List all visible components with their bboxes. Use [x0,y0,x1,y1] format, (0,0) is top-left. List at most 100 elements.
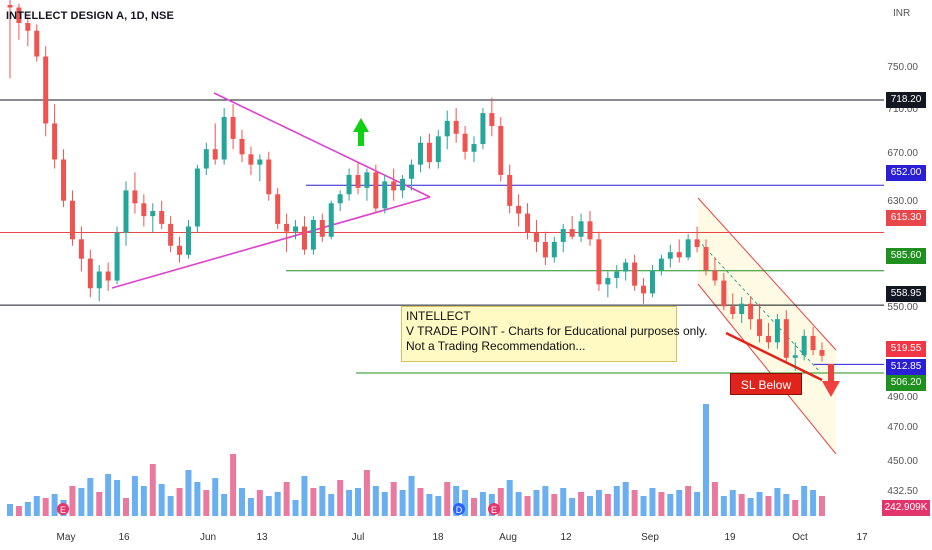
volume-bar [524,496,531,516]
candle-body [69,200,75,240]
candle-body [658,258,664,271]
candle-body [78,239,84,259]
volume-bar [51,494,58,516]
volume-bar [792,500,799,516]
candle-body [16,7,22,23]
volume-bar [131,476,138,516]
buy-arrow-icon [353,118,369,146]
candle-body [364,172,370,188]
volume-bar [292,500,299,516]
candle-body [703,247,709,271]
y-tick-label: 490.00 [887,392,918,403]
candle-body [257,159,263,165]
volume-bar [542,486,549,516]
volume-bar [203,490,210,516]
volume-bar [301,476,308,516]
candle-body [444,120,450,137]
candle-body [551,241,557,258]
candle-body [462,133,468,152]
candle-body [453,120,459,134]
y-tick-label: 470.00 [887,422,918,433]
candle-body [123,190,129,233]
trade-markers [353,118,840,397]
time-axis[interactable]: May 16 Jun 13 Jul 18 Aug 12 Sep 19 Oct 17 [57,532,868,543]
volume-bar [631,490,638,516]
volume-bar [622,482,629,516]
volume-bar [649,488,656,516]
candle-body [516,205,522,214]
volume-bar [515,492,522,516]
volume-bar [114,480,121,516]
candle-body [632,262,638,286]
candle-body [721,280,727,307]
candle-body [212,149,218,160]
candle-body [239,138,245,155]
volume-bar [479,492,486,516]
svg-text:D: D [456,505,463,515]
candle-body [587,221,593,240]
volume-bar [346,490,353,516]
price-tag-718.20: 718.20 [886,92,926,108]
x-tick-label: 13 [256,532,268,543]
candle-body [400,178,406,191]
candle-body [792,355,798,358]
candle-body [614,271,620,278]
volume-bar [355,488,361,516]
candle-body [774,319,780,343]
volume-bar [819,496,825,516]
svg-text:E: E [60,505,66,515]
volume-bar [221,494,228,516]
volume-bar [667,494,674,516]
candle-body [284,223,290,232]
volume-bar [265,496,272,516]
price-axis[interactable]: 750.00710.00670.00630.00590.00550.00490.… [887,62,918,497]
volume-bar [801,486,808,516]
candle-body [159,211,165,224]
candle-body [810,335,816,351]
volume-bar [176,488,183,516]
volume-bar [87,478,94,516]
volume-bar [569,498,576,516]
candle-body [43,56,49,124]
price-tag-585.60: 585.60 [886,248,926,264]
candle-body [748,303,754,320]
candle-body [310,220,316,250]
price-tag-558.95: 558.95 [886,286,926,302]
candle-body [25,22,31,31]
candle-body [141,203,147,217]
candle-body [739,303,745,315]
candle-body [7,4,13,8]
volume-bar [453,486,460,516]
candle-body [248,154,254,165]
x-tick-label: Oct [792,532,808,543]
volume-bar [239,488,245,516]
candle-body [596,239,602,285]
volume-bar [471,498,477,516]
volume-bar [230,454,237,516]
candle-body [489,113,495,127]
volume-bar [149,464,156,516]
candle-body [623,262,629,272]
volume-bar [167,496,174,516]
x-tick-label: 12 [560,532,572,543]
volume-bar [337,480,344,516]
candle-body [52,123,58,160]
volume-bar [426,494,433,516]
candle-body [417,142,423,165]
x-tick-label: 19 [724,532,736,543]
y-tick-label: 630.00 [887,196,918,207]
candle-body [757,319,763,336]
volume-bar [158,484,165,516]
candle-body [801,335,807,356]
volume-bar [15,506,22,516]
annotation-note: INTELLECT V TRADE POINT - Charts for Edu… [401,306,707,362]
volume-bar [372,486,379,516]
volume-bar [551,494,558,516]
volume-bar [399,490,406,516]
event-markers: E D E [57,503,500,515]
candle-body [346,174,352,195]
candle-body [319,220,325,237]
candle-body [783,319,789,358]
candle-body [105,271,111,281]
